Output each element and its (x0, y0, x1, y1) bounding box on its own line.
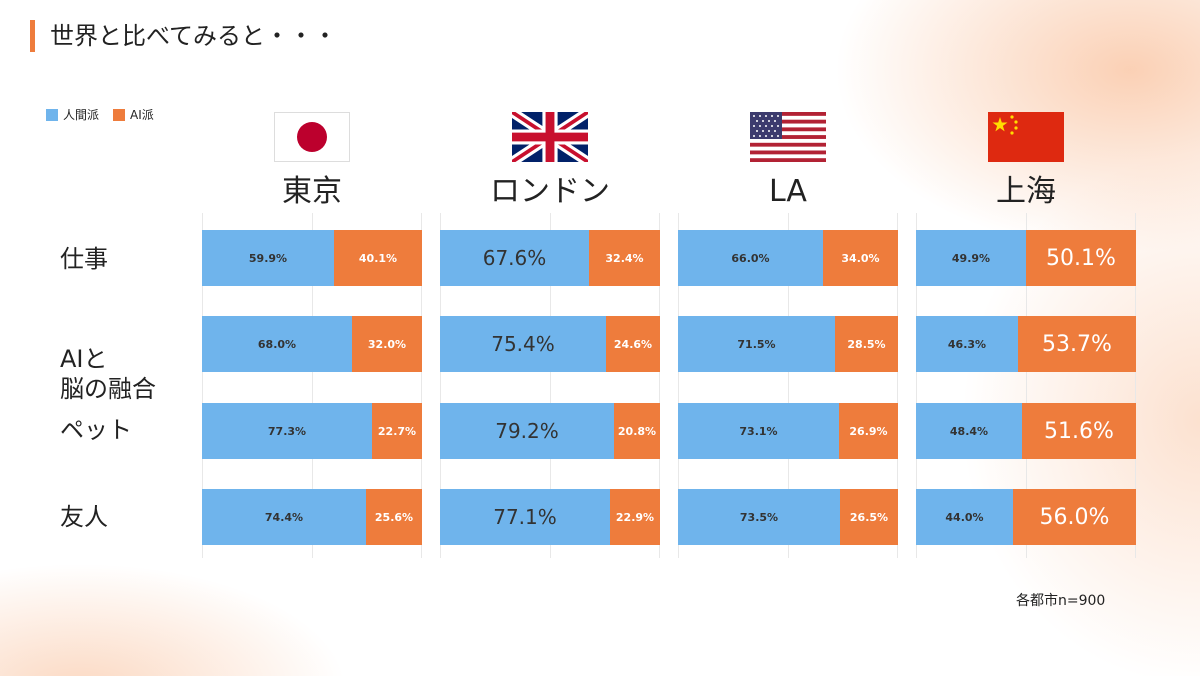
legend-item-ai: AI派 (113, 106, 154, 123)
bar-segment-ai: 32.4% (589, 230, 660, 286)
bar-segment-human: 73.1% (678, 403, 839, 459)
bar-segment-ai: 40.1% (334, 230, 422, 286)
legend-label-ai: AI派 (130, 108, 154, 122)
title-accent-bar (30, 20, 35, 52)
bar-segment-human: 68.0% (202, 316, 352, 372)
row-label-pet: ペット (60, 415, 132, 445)
bar-segment-ai: 34.0% (823, 230, 898, 286)
gridline (312, 213, 313, 558)
bar-la-friend: 73.5% 26.5% (678, 489, 898, 545)
gridline (1135, 213, 1136, 558)
chart-panel-london: 67.6% 32.4% 75.4% 24.6% 79.2% 20.8% 77.1% 22.9% (440, 213, 660, 558)
bar-segment-human: 74.4% (202, 489, 366, 545)
bar-shanghai-friend: 44.0% 56.0% (916, 489, 1136, 545)
row-label-friend: 友人 (60, 502, 108, 532)
bar-segment-human: 66.0% (678, 230, 823, 286)
bar-london-friend: 77.1% 22.9% (440, 489, 660, 545)
bar-la-ai-brain-fusion: 71.5% 28.5% (678, 316, 898, 372)
bar-london-ai-brain-fusion: 75.4% 24.6% (440, 316, 660, 372)
bar-segment-human: 71.5% (678, 316, 835, 372)
bar-london-pet: 79.2% 20.8% (440, 403, 660, 459)
bar-segment-ai: 22.7% (372, 403, 422, 459)
bar-segment-ai: 25.6% (366, 489, 422, 545)
bar-segment-human: 49.9% (916, 230, 1026, 286)
bar-segment-ai: 53.7% (1018, 316, 1136, 372)
bar-tokyo-friend: 74.4% 25.6% (202, 489, 422, 545)
bar-segment-ai: 26.9% (839, 403, 898, 459)
gridline (550, 213, 551, 558)
bar-segment-ai: 20.8% (614, 403, 660, 459)
chart-panel-la: 66.0% 34.0% 71.5% 28.5% 73.1% 26.9% 73.5% 26.5% (678, 213, 898, 558)
legend-swatch-human (46, 108, 58, 121)
bar-segment-human: 77.3% (202, 403, 372, 459)
city-header-tokyo: 東京 (202, 112, 422, 210)
bar-segment-human: 75.4% (440, 316, 606, 372)
bar-la-work: 66.0% 34.0% (678, 230, 898, 286)
sample-size-note: 各都市n=900 (1016, 593, 1106, 609)
bar-segment-ai: 56.0% (1013, 489, 1136, 545)
bar-shanghai-pet: 48.4% 51.6% (916, 403, 1136, 459)
bar-segment-human: 44.0% (916, 489, 1013, 545)
gridline (897, 213, 898, 558)
bar-segment-ai: 24.6% (606, 316, 660, 372)
bar-tokyo-pet: 77.3% 22.7% (202, 403, 422, 459)
gridline (916, 213, 917, 558)
city-header-la: LA (678, 112, 898, 210)
legend: 人間派 AI派 (46, 106, 168, 123)
gridline (440, 213, 441, 558)
gridline (1026, 213, 1027, 558)
chart-panel-shanghai: 49.9% 50.1% 46.3% 53.7% 48.4% 51.6% 44.0% 56.0% (916, 213, 1136, 558)
gridline (659, 213, 660, 558)
bar-london-work: 67.6% 32.4% (440, 230, 660, 286)
bar-la-pet: 73.1% 26.9% (678, 403, 898, 459)
city-name-shanghai: 上海 (996, 174, 1056, 209)
usa-flag-icon (750, 112, 826, 162)
bar-tokyo-work: 59.9% 40.1% (202, 230, 422, 286)
gridline (421, 213, 422, 558)
bar-segment-human: 77.1% (440, 489, 610, 545)
bar-segment-human: 59.9% (202, 230, 334, 286)
city-header-london: ロンドン (440, 112, 660, 210)
gridline (678, 213, 679, 558)
bar-segment-human: 67.6% (440, 230, 589, 286)
bar-segment-human: 46.3% (916, 316, 1018, 372)
china-flag-icon (988, 112, 1064, 162)
city-header-shanghai: 上海 (916, 112, 1136, 210)
uk-flag-icon (512, 112, 588, 162)
bar-tokyo-ai-brain-fusion: 68.0% 32.0% (202, 316, 422, 372)
gridline (202, 213, 203, 558)
row-label-work: 仕事 (60, 244, 108, 274)
bar-segment-ai: 50.1% (1026, 230, 1136, 286)
bar-segment-ai: 22.9% (610, 489, 660, 545)
bar-segment-human: 73.5% (678, 489, 840, 545)
legend-label-human: 人間派 (63, 108, 100, 122)
row-label-ai-brain-fusion: AIと 脳の融合 (60, 314, 156, 404)
row-label-work-text: 仕事 (60, 245, 108, 273)
city-name-london: ロンドン (490, 174, 610, 209)
row-label-ai-brain-fusion-text: AIと 脳の融合 (60, 345, 156, 403)
bar-segment-ai: 51.6% (1022, 403, 1136, 459)
bar-shanghai-ai-brain-fusion: 46.3% 53.7% (916, 316, 1136, 372)
bar-segment-ai: 28.5% (835, 316, 898, 372)
gridline (788, 213, 789, 558)
bar-segment-ai: 26.5% (840, 489, 898, 545)
legend-item-human: 人間派 (46, 106, 99, 123)
row-label-pet-text: ペット (60, 416, 132, 444)
bar-shanghai-work: 49.9% 50.1% (916, 230, 1136, 286)
row-label-friend-text: 友人 (60, 503, 108, 531)
page-title: 世界と比べてみると・・・ (50, 22, 338, 50)
bar-segment-ai: 32.0% (352, 316, 422, 372)
city-name-la: LA (769, 174, 807, 209)
bar-segment-human: 48.4% (916, 403, 1022, 459)
bar-segment-human: 79.2% (440, 403, 614, 459)
chart-panel-tokyo: 59.9% 40.1% 68.0% 32.0% 77.3% 22.7% 74.4% 25.6% (202, 213, 422, 558)
city-name-tokyo: 東京 (282, 174, 342, 209)
legend-swatch-ai (113, 108, 126, 121)
japan-flag-icon (274, 112, 350, 162)
